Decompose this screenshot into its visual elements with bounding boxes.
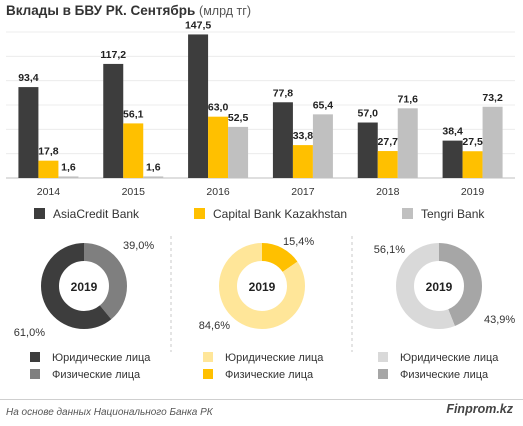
x-tick-label: 2017	[291, 186, 315, 198]
bar	[143, 176, 164, 178]
donut-legend-swatch	[378, 369, 388, 379]
donut-legend-swatch	[30, 352, 40, 362]
donut-slice	[41, 243, 127, 329]
bar-value-label: 117,2	[100, 49, 126, 61]
donut-legend-swatch	[378, 352, 388, 362]
donut-percent-label: 84,6%	[199, 320, 230, 332]
bar	[123, 123, 144, 178]
footer-divider	[0, 399, 523, 400]
bar	[58, 176, 79, 178]
bar-value-label: 71,6	[398, 93, 419, 105]
donut-center-label: 2019	[426, 280, 453, 294]
donut-percent-label: 56,1%	[374, 244, 405, 256]
bar	[397, 108, 418, 178]
legend-swatch	[194, 208, 205, 219]
bar-value-label: 65,4	[313, 99, 334, 111]
bar-value-label: 33,8	[293, 130, 314, 142]
donut-center-label: 2019	[249, 280, 276, 294]
bar-value-label: 77,8	[273, 87, 294, 99]
bar-value-label: 73,2	[482, 92, 503, 104]
donut-percent-label: 39,0%	[123, 240, 154, 252]
donut-legend-swatch	[30, 369, 40, 379]
bar	[312, 114, 333, 178]
footer-brand: Finprom.kz	[446, 402, 513, 416]
bar	[292, 145, 313, 178]
bar	[103, 63, 124, 178]
x-tick-label: 2018	[376, 186, 400, 198]
donut-legend-label: Юридические лица	[400, 352, 499, 364]
bar	[357, 122, 378, 178]
donut-slice	[219, 243, 305, 329]
donut-legend-label: Юридические лица	[52, 352, 151, 364]
bar	[482, 106, 503, 178]
bar-value-label: 52,5	[228, 112, 249, 124]
bar-value-label: 27,5	[462, 136, 483, 148]
donut-legend-swatch	[203, 369, 213, 379]
donut-center-label: 2019	[71, 280, 98, 294]
bar-value-label: 1,6	[61, 161, 76, 173]
donut-slice	[396, 243, 482, 329]
donut-percent-label: 15,4%	[283, 236, 314, 248]
x-tick-label: 2019	[461, 186, 485, 198]
bar-value-label: 1,6	[146, 161, 161, 173]
bar-value-label: 56,1	[123, 108, 144, 120]
bar	[442, 140, 463, 178]
footer-source: На основе данных Национального Банка РК	[6, 407, 213, 418]
bar	[18, 87, 39, 178]
legend-swatch	[34, 208, 45, 219]
bar	[462, 151, 483, 178]
x-tick-label: 2014	[37, 186, 61, 198]
donut-percent-label: 61,0%	[14, 327, 45, 339]
x-tick-label: 2016	[206, 186, 230, 198]
chart-title-text: Вклады в БВУ РК. Сентябрь	[6, 3, 196, 18]
legend-label: AsiaCredit Bank	[53, 207, 140, 221]
donut-legend-label: Физические лица	[400, 369, 489, 381]
x-tick-label: 2015	[122, 186, 146, 198]
bar-value-label: 17,8	[38, 146, 59, 158]
donut-legend-label: Физические лица	[225, 369, 314, 381]
bar	[38, 160, 59, 178]
donut-legend-label: Физические лица	[52, 369, 141, 381]
bar-value-label: 63,0	[208, 102, 229, 114]
bar-value-label: 38,4	[442, 126, 463, 138]
donut-legend-swatch	[203, 352, 213, 362]
bar-value-label: 57,0	[358, 108, 379, 120]
bar-value-label: 93,4	[18, 72, 39, 84]
chart-title-unit: (млрд тг)	[199, 4, 251, 18]
bar	[228, 126, 249, 178]
bar	[272, 102, 293, 178]
legend-label: Capital Bank Kazakhstan	[213, 207, 347, 221]
donut-percent-label: 43,9%	[484, 314, 515, 326]
bar	[377, 151, 398, 178]
bar	[188, 34, 209, 178]
bar-value-label: 27,7	[378, 136, 399, 148]
legend-swatch	[402, 208, 413, 219]
donut-legend-label: Юридические лица	[225, 352, 324, 364]
bar	[208, 116, 229, 178]
chart-title: Вклады в БВУ РК. Сентябрь (млрд тг)	[6, 3, 251, 18]
legend-label: Tengri Bank	[421, 207, 485, 221]
bar-value-label: 147,5	[185, 19, 211, 31]
